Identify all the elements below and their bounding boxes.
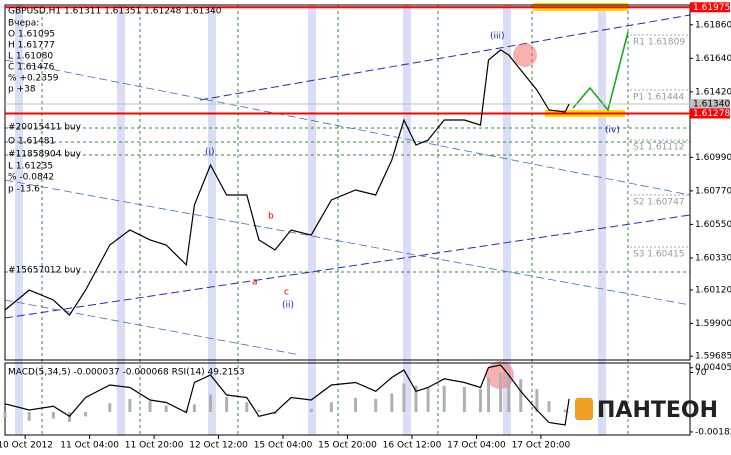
order-text: p -13.6	[8, 185, 40, 195]
y-tick-label: 1.60330	[695, 253, 731, 263]
y-tick-label: -0.00182	[695, 427, 731, 437]
logo: ПАНТЕОН	[575, 398, 718, 423]
info-text: H 1.61777	[8, 41, 55, 51]
x-tick-label: 17 Oct 20:00	[512, 441, 571, 451]
y-tick-label: 1.59685	[695, 352, 731, 362]
level-box	[690, 108, 730, 119]
pivot-label: S3 1.60415	[633, 250, 685, 260]
pivot-lines	[630, 34, 690, 248]
x-tick-label: 11 Oct 20:00	[125, 441, 184, 451]
y-tick-label: 1.59900	[695, 319, 731, 329]
x-tick-label: 15 Oct 04:00	[254, 441, 313, 451]
wave-label: (ii)	[282, 301, 294, 311]
level-label: 1.61975	[693, 3, 730, 13]
y-tick-label: 1.61860	[695, 20, 731, 30]
info-text: C 1.61476	[8, 63, 55, 73]
price-line	[4, 49, 570, 317]
info-text: O 1.61095	[8, 30, 55, 40]
level-label: 1.61278	[693, 109, 730, 119]
x-tick-label: 11 Oct 04:00	[60, 441, 119, 451]
session-lines	[5, 5, 690, 435]
level-label: 1.61340	[693, 100, 730, 110]
order-text: L 1.61235	[8, 162, 53, 172]
pivot-label: R1 1.61809	[633, 38, 685, 48]
channels	[4, 14, 691, 356]
pivot-label: P1 1.61444	[633, 93, 685, 103]
chart-title: GBPUSD,H1 1.61311 1.61351 1.61248 1.6134…	[8, 7, 222, 17]
wave-label: (i)	[205, 148, 215, 158]
highlight	[513, 43, 537, 67]
level-box	[690, 99, 730, 110]
order-text: #20015411 buy	[8, 123, 82, 133]
info-text: % +0.2359	[8, 74, 59, 84]
wave-label: c	[284, 288, 289, 298]
x-tick-label: 10 Oct 2012	[0, 441, 53, 451]
y-tick-label: 1.60120	[695, 285, 731, 295]
y-tick-label: 1.60550	[695, 220, 731, 230]
pivot-label: S1 1.61112	[633, 143, 685, 153]
y-tick-label: 1.61640	[695, 54, 731, 64]
order-text: O 1.61481	[8, 137, 55, 147]
info-text: Вчера:	[8, 19, 39, 29]
y-tick-label: 0.00405	[695, 363, 731, 373]
main-frame	[4, 4, 691, 361]
indicator-title: MACD(5,34,5) -0.000037 -0.000068 RSI(14)…	[8, 368, 245, 378]
x-tick-label: 12 Oct 12:00	[189, 441, 248, 451]
wave-label: (iv)	[605, 126, 620, 136]
x-tick-label: 17 Oct 04:00	[447, 441, 506, 451]
logo-text: ПАНТЕОН	[597, 398, 718, 423]
y-tick-label: 1.60990	[695, 153, 731, 163]
info-text: p +38	[8, 85, 36, 95]
level-box	[690, 2, 730, 13]
y2-tick-label: 70	[695, 368, 707, 378]
wave-label: b	[268, 212, 274, 222]
projection	[572, 31, 629, 112]
y-tick-label: 1.61420	[695, 87, 731, 97]
pivot-label: S2 1.60747	[633, 198, 685, 208]
wave-label: (iii)	[490, 32, 505, 42]
price-line	[4, 364, 570, 426]
info-text: L 1.61080	[8, 52, 53, 62]
x-tick-label: 15 Oct 20:00	[318, 441, 377, 451]
order-text: #15657012 buy	[8, 266, 82, 276]
order-text: #11858904 buy	[8, 150, 82, 160]
wave-label: a	[252, 278, 258, 288]
order-text: % -0.0842	[8, 173, 54, 183]
day-bands	[15, 5, 606, 435]
x-tick-label: 16 Oct 12:00	[383, 441, 442, 451]
y-tick-label: 1.60770	[695, 186, 731, 196]
